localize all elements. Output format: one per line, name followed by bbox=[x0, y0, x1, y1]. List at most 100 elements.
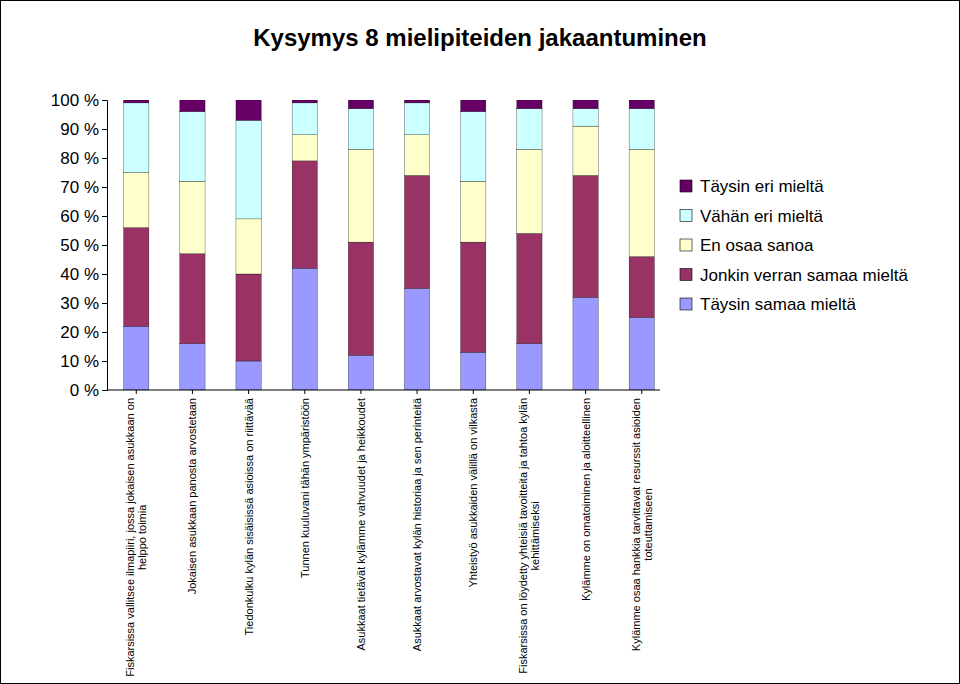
legend: Täysin eri mieltäVähän eri mieltäEn osaa… bbox=[680, 177, 908, 314]
x-tick-mark bbox=[473, 390, 474, 394]
x-tick-mark bbox=[304, 390, 305, 394]
x-tick-mark bbox=[248, 390, 249, 394]
bar-segment bbox=[404, 103, 429, 135]
legend-swatch bbox=[680, 239, 692, 251]
x-tick-mark bbox=[136, 390, 137, 394]
y-tick-label: 70 % bbox=[60, 178, 99, 197]
y-tick-mark bbox=[102, 361, 107, 362]
y-tick-label: 100 % bbox=[51, 91, 99, 110]
y-tick: 90 % bbox=[60, 120, 107, 139]
bar-segment bbox=[124, 100, 149, 103]
legend-swatch bbox=[680, 210, 692, 222]
bar-segment bbox=[348, 242, 373, 355]
bar-segment bbox=[236, 100, 261, 120]
x-tick-label: Tunnen kuuluvani tähän ympäristöön bbox=[299, 398, 311, 578]
frame bbox=[1, 1, 960, 684]
y-tick: 10 % bbox=[60, 352, 107, 371]
x-tick-label: Jokaisen asukkaan panosta arvostetaan bbox=[186, 398, 198, 594]
y-tick-mark bbox=[102, 216, 107, 217]
x-tick-mark bbox=[360, 390, 361, 394]
x-tick-label: Fiskarsissa on löydetty yhteisiä tavoitt… bbox=[517, 398, 541, 674]
chart: Kysymys 8 mielipiteiden jakaantuminen 0 %… bbox=[0, 0, 960, 684]
x-axis: Fiskarsissa vallitsee ilmapiiri, jossa j… bbox=[124, 397, 653, 677]
bar-segment bbox=[517, 109, 542, 150]
x-tick-label: Tiedonkulku kylän sisäisissä asioissa on… bbox=[243, 397, 255, 635]
bar-segment bbox=[124, 326, 149, 390]
bar-segment bbox=[461, 181, 486, 242]
y-tick-label: 90 % bbox=[60, 120, 99, 139]
bar-segment bbox=[461, 242, 486, 352]
bar-segment bbox=[348, 100, 373, 109]
x-axis-line bbox=[107, 390, 660, 391]
y-tick-mark bbox=[102, 390, 107, 391]
x-tick-mark bbox=[192, 390, 193, 394]
y-tick-label: 50 % bbox=[60, 236, 99, 255]
y-tick: 60 % bbox=[60, 207, 107, 226]
bar-segment bbox=[348, 355, 373, 390]
bar-segment bbox=[180, 112, 205, 182]
bar-segment bbox=[629, 318, 654, 391]
x-tick-label: Kylämme on omatoiminen ja aloitteellinen bbox=[580, 398, 592, 601]
bar-segment bbox=[461, 352, 486, 390]
y-tick-label: 30 % bbox=[60, 294, 99, 313]
bar-segment bbox=[517, 344, 542, 390]
y-axis-line bbox=[102, 101, 108, 391]
y-tick-label: 20 % bbox=[60, 323, 99, 342]
bar-segment bbox=[517, 233, 542, 343]
bar-segment bbox=[236, 274, 261, 361]
bar-segment bbox=[180, 254, 205, 344]
bar-segment bbox=[236, 361, 261, 390]
bar-segment bbox=[292, 100, 317, 103]
bar-segment bbox=[180, 344, 205, 390]
x-tick-label: Asukkaat arvostavat kylän historiaa ja s… bbox=[411, 397, 423, 651]
bar-segment bbox=[461, 100, 486, 112]
bar-segment bbox=[629, 149, 654, 256]
y-tick-mark bbox=[102, 303, 107, 304]
x-tick-mark bbox=[529, 390, 530, 394]
x-tick-mark bbox=[641, 390, 642, 394]
y-tick: 0 % bbox=[70, 381, 107, 400]
bar-segment bbox=[236, 219, 261, 274]
title: Kysymys 8 mielipiteiden jakaantuminen bbox=[253, 24, 707, 51]
bar-segment bbox=[573, 100, 598, 109]
x-tick-label: Fiskarsissa vallitsee ilmapiiri, jossa j… bbox=[124, 398, 148, 677]
y-tick: 40 % bbox=[60, 265, 107, 284]
x-tick-label: Asukkaat tietävät kylämme vahvuudet ja h… bbox=[355, 398, 367, 651]
bar-segment bbox=[124, 228, 149, 327]
bar-segment bbox=[292, 161, 317, 268]
bar-segment bbox=[629, 109, 654, 150]
bar-segment bbox=[517, 149, 542, 233]
bar-segment bbox=[461, 112, 486, 182]
bar-segment bbox=[404, 100, 429, 103]
legend-swatch bbox=[680, 269, 692, 281]
y-tick: 50 % bbox=[60, 236, 107, 255]
x-tick-label: Kylämme osaa hankkia tarvittavat resurss… bbox=[630, 398, 654, 651]
y-axis: 0 % 10 % 20 % 30 % 40 % 50 % 60 % 70 % 80 % 90 % 1… bbox=[51, 91, 108, 400]
y-tick-label: 60 % bbox=[60, 207, 99, 226]
y-tick-mark bbox=[102, 158, 107, 159]
y-tick: 70 % bbox=[60, 178, 107, 197]
y-tick: 30 % bbox=[60, 294, 107, 313]
legend-swatch bbox=[680, 180, 692, 192]
bar-segment bbox=[180, 100, 205, 112]
bar-segment bbox=[573, 126, 598, 175]
y-tick: 20 % bbox=[60, 323, 107, 342]
x-tick-label: Yhteistyö asukkaiden välillä on vilkasta bbox=[467, 397, 479, 587]
y-tick: 80 % bbox=[60, 149, 107, 168]
bars bbox=[124, 100, 655, 390]
bar-segment bbox=[404, 289, 429, 391]
y-tick-mark bbox=[102, 129, 107, 130]
bar-segment bbox=[292, 135, 317, 161]
y-tick-mark bbox=[102, 187, 107, 188]
bar-segment bbox=[124, 173, 149, 228]
legend-label: Täysin eri mieltä bbox=[700, 177, 824, 196]
bar-segment bbox=[348, 149, 373, 242]
bar-segment bbox=[292, 103, 317, 135]
bar-segment bbox=[236, 120, 261, 219]
legend-label: Vähän eri mieltä bbox=[700, 207, 823, 226]
bar-segment bbox=[180, 181, 205, 254]
y-tick-mark bbox=[102, 332, 107, 333]
bar-segment bbox=[629, 257, 654, 318]
bar-segment bbox=[573, 297, 598, 390]
bar-segment bbox=[124, 103, 149, 173]
